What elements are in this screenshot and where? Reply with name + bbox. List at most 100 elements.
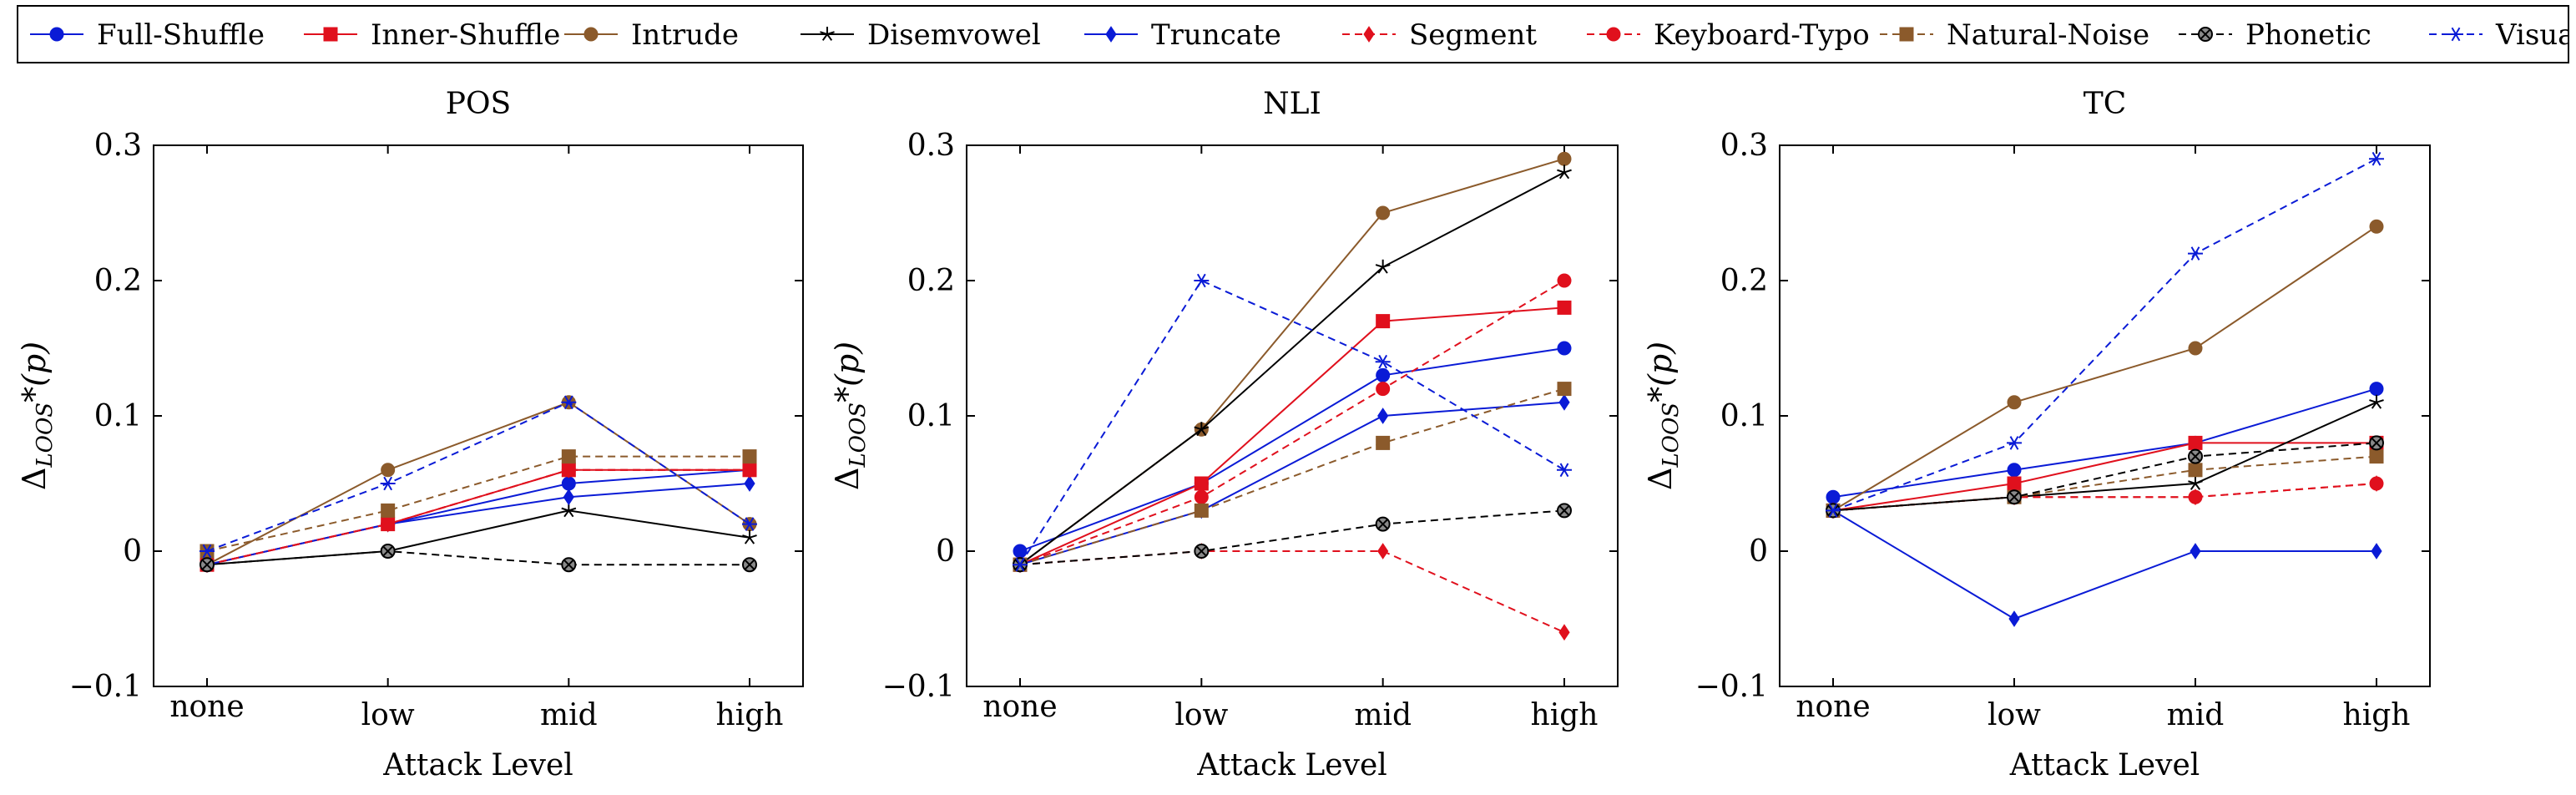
data-point-full-shuffle <box>1557 341 1572 356</box>
chart-panel-tc: TC −0.1 0 0.1 0.2 0.3 none low mid high Attack Lev… <box>1642 87 2431 782</box>
series-phonetic <box>1826 435 2384 519</box>
legend-label: Intrude <box>631 18 739 52</box>
data-point-segment <box>1558 624 1570 641</box>
series-intrude <box>1826 219 2384 518</box>
data-point-keyboard-typo <box>742 463 757 478</box>
legend-entry-natural-noise: Natural-Noise <box>1880 18 2149 52</box>
data-point-phonetic <box>1194 544 1210 559</box>
series-keyboard-typo <box>1826 476 2384 518</box>
data-point-disemvowel <box>2369 394 2384 409</box>
data-point-intrude <box>2188 341 2203 356</box>
y-tick-label: 0.2 <box>907 264 955 298</box>
data-point-visual <box>380 476 396 491</box>
data-point-disemvowel <box>1375 259 1391 274</box>
legend-entry-visual: Visual <box>2429 18 2568 52</box>
data-point-visual <box>2188 246 2203 261</box>
legend-marker-phonetic <box>2198 27 2213 42</box>
series-line-inner-shuffle <box>1019 306 1565 566</box>
series-disemvowel <box>200 503 757 572</box>
data-point-visual <box>1375 354 1391 369</box>
y-tick-label: 0 <box>936 534 955 569</box>
series-phonetic <box>1013 503 1572 573</box>
legend-entry-disemvowel: Disemvowel <box>801 18 1041 52</box>
series-line-phonetic <box>1832 442 2377 512</box>
x-axis-label: Attack Level <box>1196 748 1387 782</box>
x-tick-label: mid <box>2167 698 2225 732</box>
data-point-segment <box>1377 543 1389 560</box>
y-tick-label: 0.2 <box>1720 264 1768 298</box>
series-line-natural-noise <box>1832 455 2377 512</box>
series-intrude <box>1013 151 1572 572</box>
legend-marker-keyboard-typo <box>1606 27 1621 42</box>
series-line-disemvowel <box>206 509 750 566</box>
y-tick-label: −0.1 <box>69 670 142 704</box>
data-point-full-shuffle <box>2007 463 2022 478</box>
legend-label: Phonetic <box>2245 18 2371 52</box>
series-segment <box>1827 475 2382 519</box>
series-natural-noise <box>200 449 757 559</box>
data-point-truncate <box>1377 408 1389 424</box>
x-tick-label: mid <box>1354 698 1412 732</box>
data-point-visual <box>1013 557 1028 572</box>
data-point-natural-noise <box>742 449 757 464</box>
x-tick-label: low <box>361 698 415 732</box>
series-line-visual <box>1019 279 1565 565</box>
data-point-intrude <box>381 463 396 478</box>
legend-marker-intrude <box>583 27 599 42</box>
data-point-disemvowel <box>1194 422 1210 437</box>
data-point-natural-noise <box>1194 503 1209 518</box>
data-point-natural-noise <box>2188 463 2203 478</box>
series-line-phonetic <box>1019 509 1565 566</box>
series-truncate <box>1827 502 2382 627</box>
series-full-shuffle <box>200 463 757 572</box>
y-tick-label: 0.3 <box>1720 129 1768 163</box>
legend-marker-natural-noise <box>1899 27 1914 42</box>
x-tick-label: none <box>982 690 1057 724</box>
data-point-truncate <box>563 489 574 506</box>
y-tick-label: 0.1 <box>907 399 955 433</box>
series-natural-noise <box>1013 382 1572 572</box>
data-point-intrude <box>1376 205 1391 220</box>
data-point-truncate <box>2371 543 2382 560</box>
y-tick-label: 0 <box>123 534 142 569</box>
data-point-natural-noise <box>381 503 396 518</box>
y-tick-label: 0.2 <box>94 264 142 298</box>
series-full-shuffle <box>1013 341 1572 559</box>
x-axis-label: Attack Level <box>2009 748 2200 782</box>
x-axis-label: Attack Level <box>382 748 573 782</box>
data-point-visual <box>1557 463 1572 478</box>
data-point-keyboard-typo <box>1194 489 1209 504</box>
y-label-subscript: LOOS <box>1659 403 1684 468</box>
y-tick-label: 0.3 <box>94 129 142 163</box>
y-axis-label: ΔLOOS*(p) <box>16 342 58 490</box>
y-tick-label: 0 <box>1749 534 1768 569</box>
series-keyboard-typo <box>200 463 757 572</box>
series-truncate <box>1014 393 1570 574</box>
legend-label: Keyboard-Typo <box>1654 18 1870 52</box>
series-line-natural-noise <box>1019 387 1565 566</box>
series-line-visual <box>206 401 750 552</box>
y-label-subscript: LOOS <box>33 403 58 468</box>
data-point-keyboard-typo <box>561 463 576 478</box>
series-line-truncate <box>206 483 750 566</box>
data-point-natural-noise <box>561 449 576 464</box>
data-point-natural-noise <box>2369 449 2384 464</box>
chart-panel-pos: POS −0.1 0 0.1 0.2 0.3 none low mid high Attack Le… <box>16 87 804 782</box>
data-point-natural-noise <box>1557 382 1572 397</box>
legend-entry-segment: Segment <box>1342 18 1537 52</box>
data-point-visual <box>1826 504 1841 518</box>
series-line-keyboard-typo <box>1019 280 1565 566</box>
series-line-truncate <box>1019 401 1565 566</box>
legend-svg: Full-Shuffle Inner-Shuffle Intrude Disemvow… <box>30 18 2568 52</box>
data-point-intrude <box>2369 219 2384 234</box>
x-tick-label: high <box>1531 698 1599 732</box>
data-point-inner-shuffle <box>1376 314 1391 329</box>
data-point-inner-shuffle <box>2188 435 2203 450</box>
data-point-keyboard-typo <box>2369 476 2384 491</box>
series-line-full-shuffle <box>1832 387 2377 499</box>
series-visual <box>1826 151 2384 518</box>
y-tick-label: 0.1 <box>1720 399 1768 433</box>
series-line-disemvowel <box>1019 171 1565 566</box>
y-label-delta: Δ <box>1642 468 1679 490</box>
series-line-keyboard-typo <box>1832 483 2377 512</box>
